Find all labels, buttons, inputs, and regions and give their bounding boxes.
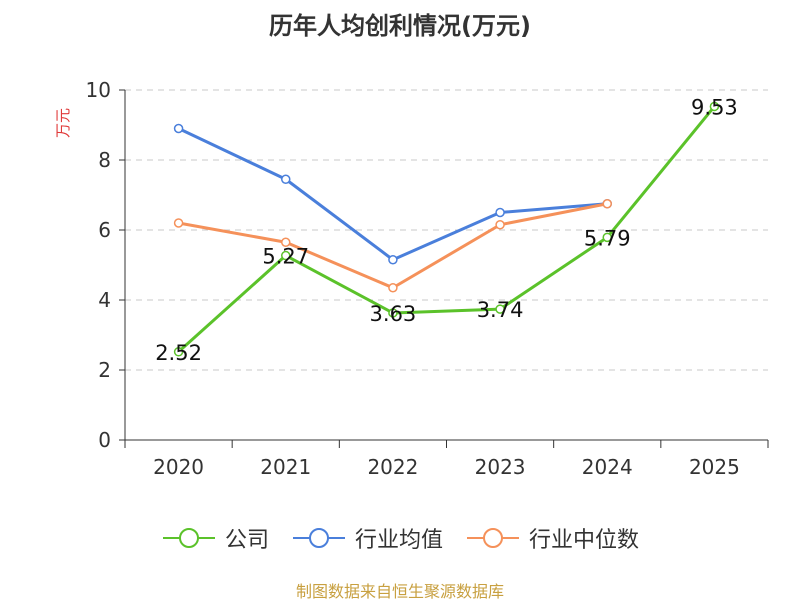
y-tick-label: 0 [98,428,111,452]
data-point [495,207,505,218]
x-tick-label: 2023 [475,455,526,479]
data-point [388,283,398,293]
data-label: 5.79 [584,226,631,250]
x-tick-label: 2021 [260,455,311,479]
y-axis-title: 万元 [54,108,72,138]
legend-swatch-industry-median [467,528,519,548]
series-lines [173,101,720,357]
series-line [177,105,716,353]
data-point [173,347,184,357]
data-point [495,220,505,230]
legend-item-industry-median[interactable]: 行业中位数 [465,522,639,554]
data-point [709,101,720,112]
data-point [173,123,184,134]
data-label: 9.53 [691,95,738,119]
legend-label-industry-median: 行业中位数 [529,528,640,553]
chart-title: 历年人均创利情况(万元) [269,12,531,40]
y-tick-label: 10 [86,78,111,102]
x-tick-label: 2025 [689,455,740,479]
data-point [281,237,291,247]
legend-swatch-industry-mean [292,528,345,548]
data-labels: 2.52 5.27 3.63 3.74 5.79 9.53 [155,95,738,364]
grid-lines [125,89,768,371]
data-point [388,255,398,265]
x-tick-label: 2022 [367,455,418,479]
data-label: 3.63 [370,302,417,326]
series-line [178,202,608,290]
legend-item-industry-mean[interactable]: 行业均值 [291,522,443,554]
source-note: 制图数据来自恒生聚源数据库 [295,582,504,601]
legend-item-company[interactable]: 公司 [161,522,269,554]
series-line [177,127,608,262]
y-tick-label: 2 [98,358,111,382]
data-point [281,250,291,261]
x-tick-label: 2020 [153,455,204,479]
legend-swatch-company [162,528,215,548]
legend-label-company: 公司 [224,528,269,553]
data-point [602,199,612,209]
data-label: 3.74 [477,298,524,322]
data-point [602,232,612,243]
legend: 公司 行业均值 行业中位数 [0,518,800,558]
data-point [495,304,505,314]
y-tick-label: 4 [98,288,111,312]
data-label: 2.52 [155,341,202,365]
y-tick-label: 6 [98,218,111,242]
data-point [173,218,184,228]
axes: 0 2 4 6 8 10 万元 2020 2021 2022 2023 2024 2025 [54,78,769,479]
y-tick-label: 8 [98,148,111,172]
x-tick-label: 2024 [582,455,633,479]
data-label: 5.27 [262,245,309,269]
legend-label-industry-mean: 行业均值 [354,528,443,553]
data-point [388,308,398,318]
data-point [281,174,291,184]
